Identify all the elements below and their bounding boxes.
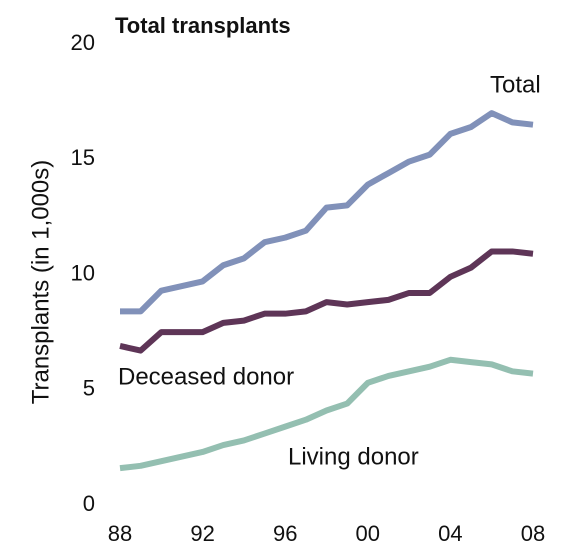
x-tick-label: 92 bbox=[190, 521, 214, 546]
x-tick-label: 00 bbox=[356, 521, 380, 546]
y-tick-label: 15 bbox=[71, 145, 95, 170]
series-label: Deceased donor bbox=[118, 363, 294, 390]
y-tick-label: 5 bbox=[83, 376, 95, 401]
x-tick-label: 08 bbox=[521, 521, 545, 546]
series-line bbox=[119, 248, 534, 354]
y-tick-label: 20 bbox=[71, 30, 95, 55]
y-tick-label: 0 bbox=[83, 491, 95, 516]
series-label: Total bbox=[490, 71, 541, 98]
x-tick-label: 88 bbox=[108, 521, 132, 546]
chart-title: Total transplants bbox=[115, 13, 291, 38]
series-line bbox=[119, 356, 534, 472]
series-line bbox=[120, 110, 534, 315]
y-tick-label: 10 bbox=[71, 260, 95, 285]
y-axis-label: Transplants (in 1,000s) bbox=[27, 160, 54, 405]
x-tick-label: 96 bbox=[273, 521, 297, 546]
x-tick-label: 04 bbox=[438, 521, 462, 546]
series-label: Living donor bbox=[288, 443, 419, 470]
